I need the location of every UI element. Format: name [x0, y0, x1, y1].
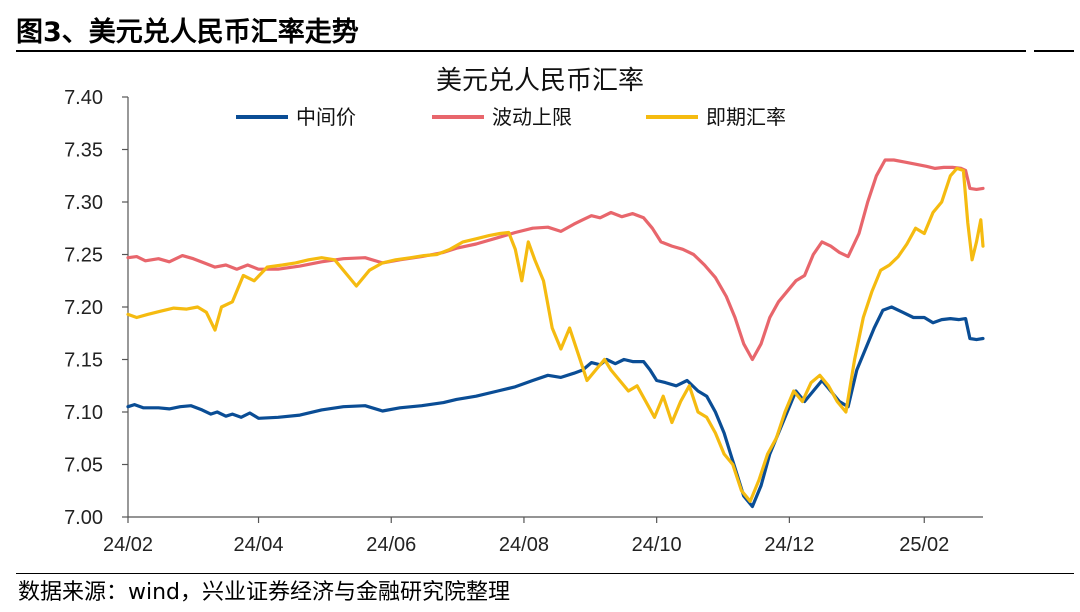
legend-label-band_upper: 波动上限 [492, 105, 572, 129]
exchange-rate-chart: 美元兑人民币汇率 中间价 波动上限 即期汇率 7.40 7.35 7.30 7.25 7.2… [64, 66, 985, 556]
series-group [126, 158, 985, 509]
x-tick-label: 25/02 [899, 534, 949, 556]
title-rule-right [1034, 50, 1074, 52]
legend-label-spot: 即期汇率 [706, 105, 786, 129]
x-tick-label: 24/02 [103, 534, 153, 556]
y-tick-label: 7.00 [64, 507, 103, 529]
y-tick-label: 7.20 [64, 297, 103, 319]
x-tick-label: 24/06 [366, 534, 416, 556]
series-line-spot [126, 166, 985, 503]
legend: 中间价 波动上限 即期汇率 [236, 105, 786, 129]
title-rule [16, 50, 1026, 52]
chart-title: 美元兑人民币汇率 [436, 66, 644, 96]
y-tick-label: 7.10 [64, 402, 103, 424]
y-tick-label: 7.40 [64, 87, 103, 109]
x-tick-label: 24/10 [632, 534, 682, 556]
y-tick-label: 7.35 [64, 140, 103, 162]
x-tick-label: 24/12 [764, 534, 814, 556]
y-tick-label: 7.25 [64, 245, 103, 267]
source-rule [16, 573, 1074, 574]
source-note: 数据来源：wind，兴业证券经济与金融研究院整理 [18, 580, 511, 605]
axes: 7.407.357.307.257.207.157.107.057.0024/0… [64, 87, 983, 556]
x-tick-label: 24/08 [499, 534, 549, 556]
series-line-midpoint [126, 305, 985, 509]
y-tick-label: 7.05 [64, 455, 103, 477]
legend-label-midpoint: 中间价 [296, 105, 356, 129]
y-tick-label: 7.30 [64, 192, 103, 214]
x-tick-label: 24/04 [234, 534, 284, 556]
y-tick-label: 7.15 [64, 350, 103, 372]
series-line-band_upper [126, 158, 985, 362]
figure-title: 图3、美元兑人民币汇率走势 [16, 17, 359, 48]
